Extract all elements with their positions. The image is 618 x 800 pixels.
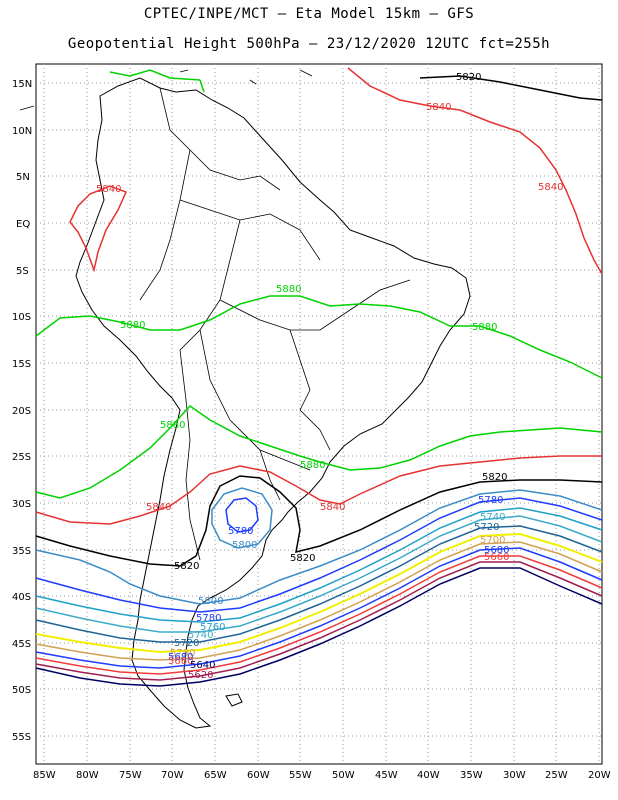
contour-label: 5880 bbox=[472, 322, 497, 333]
map-frame bbox=[35, 63, 603, 765]
contour-5800-low bbox=[211, 487, 273, 549]
contour-label: 5880 bbox=[120, 320, 145, 331]
contour-label: 5820 bbox=[174, 561, 199, 572]
contour-5640 bbox=[35, 555, 603, 675]
contour-label: 5740 bbox=[188, 630, 213, 641]
contour-5820-north bbox=[419, 75, 603, 101]
contour-label: 5660 bbox=[484, 552, 509, 563]
contour-5880-equatorial bbox=[35, 295, 603, 379]
lon-tick: 75W bbox=[119, 770, 142, 781]
contour-5780 bbox=[35, 497, 603, 613]
contour-5780-low bbox=[225, 497, 259, 533]
coastline bbox=[19, 69, 471, 729]
lon-tick: 35W bbox=[460, 770, 483, 781]
contour-label: 5840 bbox=[426, 102, 451, 113]
contour-label: 5680 bbox=[484, 545, 509, 556]
contour-5840-north bbox=[347, 67, 603, 275]
latitude-ticks: 15N 10N 5N EQ 5S 10S 15S 20S 25S 30S 35S… bbox=[12, 79, 32, 743]
contour-label: 5640 bbox=[190, 660, 215, 671]
contour-label: 5780 bbox=[196, 613, 221, 624]
country-borders bbox=[139, 87, 411, 561]
contour-label: 5840 bbox=[320, 502, 345, 513]
contour-label: 5660 bbox=[168, 656, 193, 667]
contour-label: 5840 bbox=[96, 184, 121, 195]
lat-tick: 25S bbox=[12, 452, 31, 463]
contour-label: 5720 bbox=[174, 638, 199, 649]
contour-label: 5780 bbox=[228, 526, 253, 537]
lon-tick: 80W bbox=[76, 770, 99, 781]
lat-tick: 15S bbox=[12, 359, 31, 370]
contour-5740 bbox=[35, 515, 603, 633]
lon-tick: 65W bbox=[204, 770, 227, 781]
contour-label: 5780 bbox=[478, 495, 503, 506]
contour-5760 bbox=[35, 507, 603, 623]
lat-tick: 5N bbox=[16, 172, 30, 183]
lon-tick: 25W bbox=[545, 770, 568, 781]
contour-label: 5820 bbox=[456, 72, 481, 83]
contour-label: 5720 bbox=[474, 522, 499, 533]
contour-5840-central bbox=[35, 455, 602, 525]
contour-label: 5880 bbox=[160, 420, 185, 431]
longitude-ticks: 85W 80W 75W 70W 65W 60W 55W 50W 45W 40W … bbox=[33, 770, 611, 781]
contour-5800 bbox=[35, 489, 603, 605]
lon-tick: 60W bbox=[247, 770, 270, 781]
lat-tick: 40S bbox=[12, 592, 31, 603]
contour-5720 bbox=[35, 525, 603, 643]
contour-label: 5740 bbox=[480, 512, 505, 523]
lat-tick: 35S bbox=[12, 546, 31, 557]
contour-label: 5680 bbox=[168, 652, 193, 663]
lat-tick: 15N bbox=[12, 79, 32, 90]
contour-label: 5840 bbox=[146, 502, 171, 513]
contour-5880-north bbox=[109, 69, 205, 93]
lon-tick: 85W bbox=[33, 770, 56, 781]
contour-label: 5700 bbox=[170, 648, 195, 659]
map-title: CPTEC/INPE/MCT — Eta Model 15km — GFS bbox=[143, 6, 475, 22]
contour-label: 5880 bbox=[300, 460, 325, 471]
lat-tick: 30S bbox=[12, 499, 31, 510]
lat-tick: 45S bbox=[12, 639, 31, 650]
graticule bbox=[36, 64, 602, 764]
contour-label: 5820 bbox=[482, 472, 507, 483]
contour-label: 5760 bbox=[200, 622, 225, 633]
contour-label: 5880 bbox=[276, 284, 301, 295]
lon-tick: 55W bbox=[289, 770, 312, 781]
lon-tick: 70W bbox=[161, 770, 184, 781]
contour-5700-yellow bbox=[35, 532, 603, 654]
lat-tick: EQ bbox=[16, 219, 30, 230]
contour-label: 5840 bbox=[538, 182, 563, 193]
lat-tick: 55S bbox=[12, 732, 31, 743]
lat-tick: 50S bbox=[12, 685, 31, 696]
lon-tick: 45W bbox=[375, 770, 398, 781]
contour-label: 5800 bbox=[198, 596, 223, 607]
lat-tick: 10S bbox=[12, 312, 31, 323]
contour-label: 5820 bbox=[290, 553, 315, 564]
lon-tick: 30W bbox=[503, 770, 526, 781]
falkland-islands bbox=[225, 693, 243, 707]
lat-tick: 5S bbox=[16, 266, 29, 277]
map-subtitle: Geopotential Height 500hPa — 23/12/2020 … bbox=[67, 36, 551, 52]
contour-label: 5800 bbox=[232, 540, 257, 551]
lon-tick: 50W bbox=[332, 770, 355, 781]
contour-label: 5700 bbox=[480, 535, 505, 546]
contour-label: 5620 bbox=[188, 670, 213, 681]
contour-labels: 5820 5840 5840 5840 5880 5880 5880 5880 … bbox=[96, 72, 563, 681]
contour-5880-south bbox=[35, 405, 603, 499]
contour-5620 bbox=[35, 561, 603, 681]
contour-5840-west bbox=[69, 185, 128, 273]
contour-5600 bbox=[35, 567, 603, 687]
contour-5820-central bbox=[35, 475, 603, 567]
contour-5680 bbox=[35, 541, 603, 661]
lat-tick: 20S bbox=[12, 406, 31, 417]
south-america-coast bbox=[75, 77, 471, 729]
lat-tick: 10N bbox=[12, 126, 32, 137]
contours bbox=[35, 67, 603, 687]
lon-tick: 40W bbox=[417, 770, 440, 781]
caribbean-islands bbox=[19, 69, 313, 111]
contour-5660 bbox=[35, 547, 603, 669]
lon-tick: 20W bbox=[588, 770, 611, 781]
